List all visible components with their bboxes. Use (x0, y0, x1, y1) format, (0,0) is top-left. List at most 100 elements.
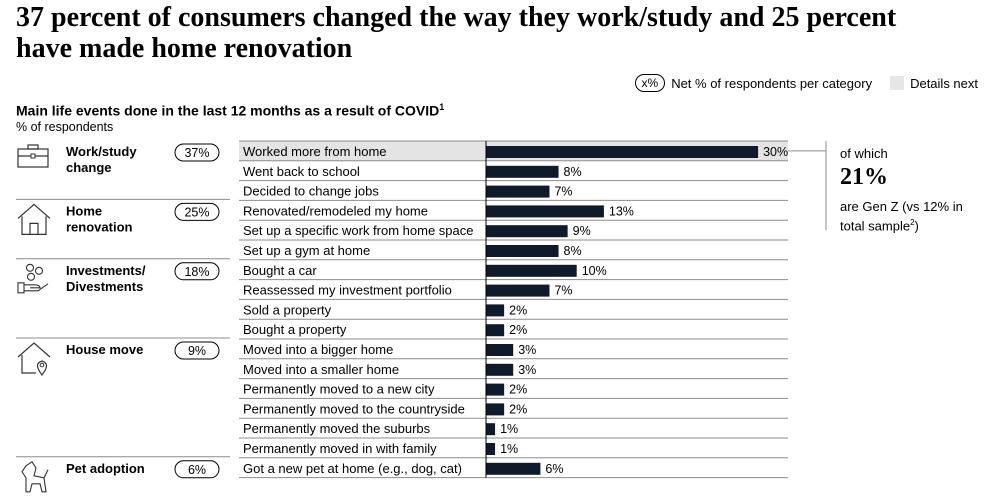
net-pill (174, 460, 220, 479)
net-pill (174, 143, 220, 162)
house-icon (17, 203, 51, 235)
group-label: House move (66, 342, 143, 357)
category-label: Got a new pet at home (e.g., dog, cat) (243, 461, 462, 476)
category-label: Sold a property (243, 302, 332, 317)
net-value: 6% (188, 463, 206, 477)
briefcase-icon (17, 144, 49, 168)
bar (486, 403, 505, 416)
category-label: Decided to change jobs (243, 184, 379, 199)
legend: x% Net % of respondents per category Det… (634, 74, 978, 92)
group-label: Pet adoption (66, 461, 145, 476)
value-label: 9% (573, 224, 591, 238)
callout-footnote: 2 (910, 218, 915, 227)
value-label: 1% (500, 422, 518, 436)
value-label: 7% (554, 185, 572, 199)
category-label: Went back to school (243, 164, 360, 179)
category-label: Bought a property (243, 322, 347, 337)
bar (486, 264, 577, 277)
callout-value: 21% (840, 164, 888, 190)
callout-close: ) (914, 218, 919, 234)
legend-net-label: Net % of respondents per category (671, 75, 873, 91)
bar (486, 462, 541, 475)
unit-label: % of respondents (16, 120, 114, 134)
value-label: 2% (509, 383, 527, 397)
legend-details-swatch (890, 76, 905, 90)
category-label: Worked more from home (243, 144, 387, 159)
value-label: 2% (509, 303, 527, 317)
category-label: Set up a gym at home (243, 243, 370, 258)
net-pill (174, 341, 220, 360)
category-label: Set up a specific work from home space (243, 223, 474, 238)
chart-subtitle: Main life events done in the last 12 mon… (16, 102, 444, 119)
coins-hand-icon (17, 263, 49, 294)
bar (486, 245, 559, 257)
house-location-icon (17, 342, 51, 377)
value-label: 1% (500, 442, 518, 456)
net-value: 18% (184, 265, 209, 279)
group-label: Divestments (66, 279, 143, 294)
group-label: Home (66, 203, 102, 218)
briefcase-handle (27, 144, 39, 150)
category-label: Reassessed my investment portfolio (243, 283, 452, 298)
category-label: Moved into a smaller home (243, 362, 399, 377)
group-label: change (66, 160, 112, 175)
group-label: Work/study (66, 144, 137, 159)
value-label: 8% (564, 244, 582, 258)
bar (486, 225, 568, 238)
category-label: Permanently moved to the countryside (243, 401, 465, 416)
bar (486, 443, 496, 455)
value-label: 3% (518, 343, 536, 357)
subtitle-footnote: 1 (439, 102, 445, 112)
house-outline (17, 203, 51, 235)
page-title: 37 percent of consumers changed the way … (16, 2, 897, 64)
legend-details-label: Details next (910, 75, 978, 91)
value-label: 30% (763, 145, 788, 159)
net-pill (174, 202, 220, 221)
callout-note: are Gen Z (vs 12% in total sample2) (840, 199, 980, 234)
bar (486, 185, 550, 198)
bar (486, 304, 505, 317)
category-label: Permanently moved to a new city (243, 382, 435, 397)
value-label: 2% (509, 323, 527, 337)
value-label: 3% (518, 363, 536, 377)
coin (34, 266, 44, 275)
coin (26, 272, 36, 281)
value-label: 2% (509, 402, 527, 416)
briefcase-lock (30, 153, 36, 159)
location-pin (36, 360, 48, 377)
bar (486, 324, 505, 337)
bar (486, 205, 604, 218)
bar (486, 344, 514, 356)
coin (25, 263, 35, 272)
bar (486, 363, 514, 376)
value-label: 8% (564, 165, 582, 179)
category-label: Renovated/remodeled my home (243, 203, 428, 218)
chart-subtitle-text: Main life events done in the last 12 mon… (16, 102, 440, 119)
net-pill (174, 262, 220, 281)
callout-line1: of which (840, 146, 888, 161)
dog-tail (43, 469, 49, 479)
legend-pill: x% (634, 74, 666, 92)
bar (486, 423, 496, 436)
pin-dot (39, 362, 45, 368)
hand (17, 282, 49, 294)
value-label: 7% (554, 284, 572, 298)
group-label: Investments/ (66, 263, 146, 278)
category-label: Permanently moved the suburbs (243, 421, 431, 436)
category-label: Bought a car (243, 263, 317, 278)
value-label: 6% (545, 462, 563, 476)
bar (486, 165, 559, 178)
house-outline (17, 342, 51, 374)
net-value: 25% (184, 205, 209, 219)
group-label: renovation (66, 219, 133, 234)
category-label: Moved into a bigger home (243, 342, 393, 357)
dog-icon (21, 461, 49, 493)
bar (486, 146, 759, 158)
value-label: 13% (609, 204, 634, 218)
net-value: 37% (184, 146, 209, 160)
bar (486, 383, 505, 396)
dog-outline (21, 461, 47, 493)
callout-note-text: are Gen Z (vs 12% in total sample (840, 199, 963, 234)
net-value: 9% (188, 344, 206, 358)
